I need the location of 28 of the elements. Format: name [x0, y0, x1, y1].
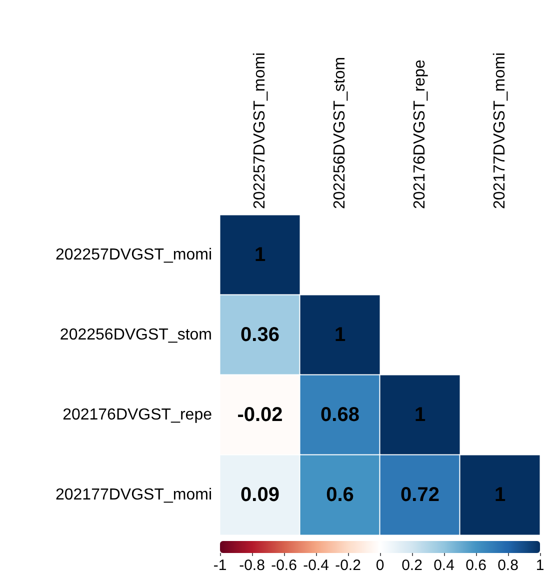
data-label: 0.6	[326, 484, 354, 506]
x-tick-label: 202256DVGST_stom	[332, 56, 348, 209]
data-label: 0.68	[320, 404, 360, 426]
color-bar-label: -0.8	[239, 557, 265, 574]
data-label: 0.36	[240, 324, 280, 346]
color-bar-label: 0.4	[434, 557, 454, 574]
color-bar-label: 0.8	[498, 557, 518, 574]
color-bar-label: 1	[536, 557, 544, 574]
data-label: 1	[494, 484, 506, 506]
color-bar-label: -0.2	[335, 557, 361, 574]
data-label: 1	[254, 244, 266, 266]
y-tick-label: 202256DVGST_stom	[60, 326, 212, 344]
color-bar-label: -0.6	[271, 557, 297, 574]
color-bar-label: -1	[213, 557, 227, 574]
y-tick-label: 202176DVGST_repe	[62, 406, 212, 424]
data-label: 0.72	[400, 484, 440, 506]
x-tick-label: 202177DVGST_momi	[492, 52, 508, 209]
x-tick-label: 202176DVGST_repe	[412, 59, 428, 209]
color-bar-label: -0.4	[303, 557, 329, 574]
y-tick-label: 202177DVGST_momi	[55, 486, 212, 504]
color-bar-label: 0.6	[466, 557, 486, 574]
y-tick-label: 202257DVGST_momi	[55, 246, 212, 264]
data-label: 0.09	[240, 484, 280, 506]
data-label: -0.02	[237, 404, 283, 426]
color-bar-label: 0.2	[402, 557, 422, 574]
color-bar-label: 0	[376, 557, 384, 574]
data-label: 1	[414, 404, 426, 426]
data-label: 1	[334, 324, 346, 346]
